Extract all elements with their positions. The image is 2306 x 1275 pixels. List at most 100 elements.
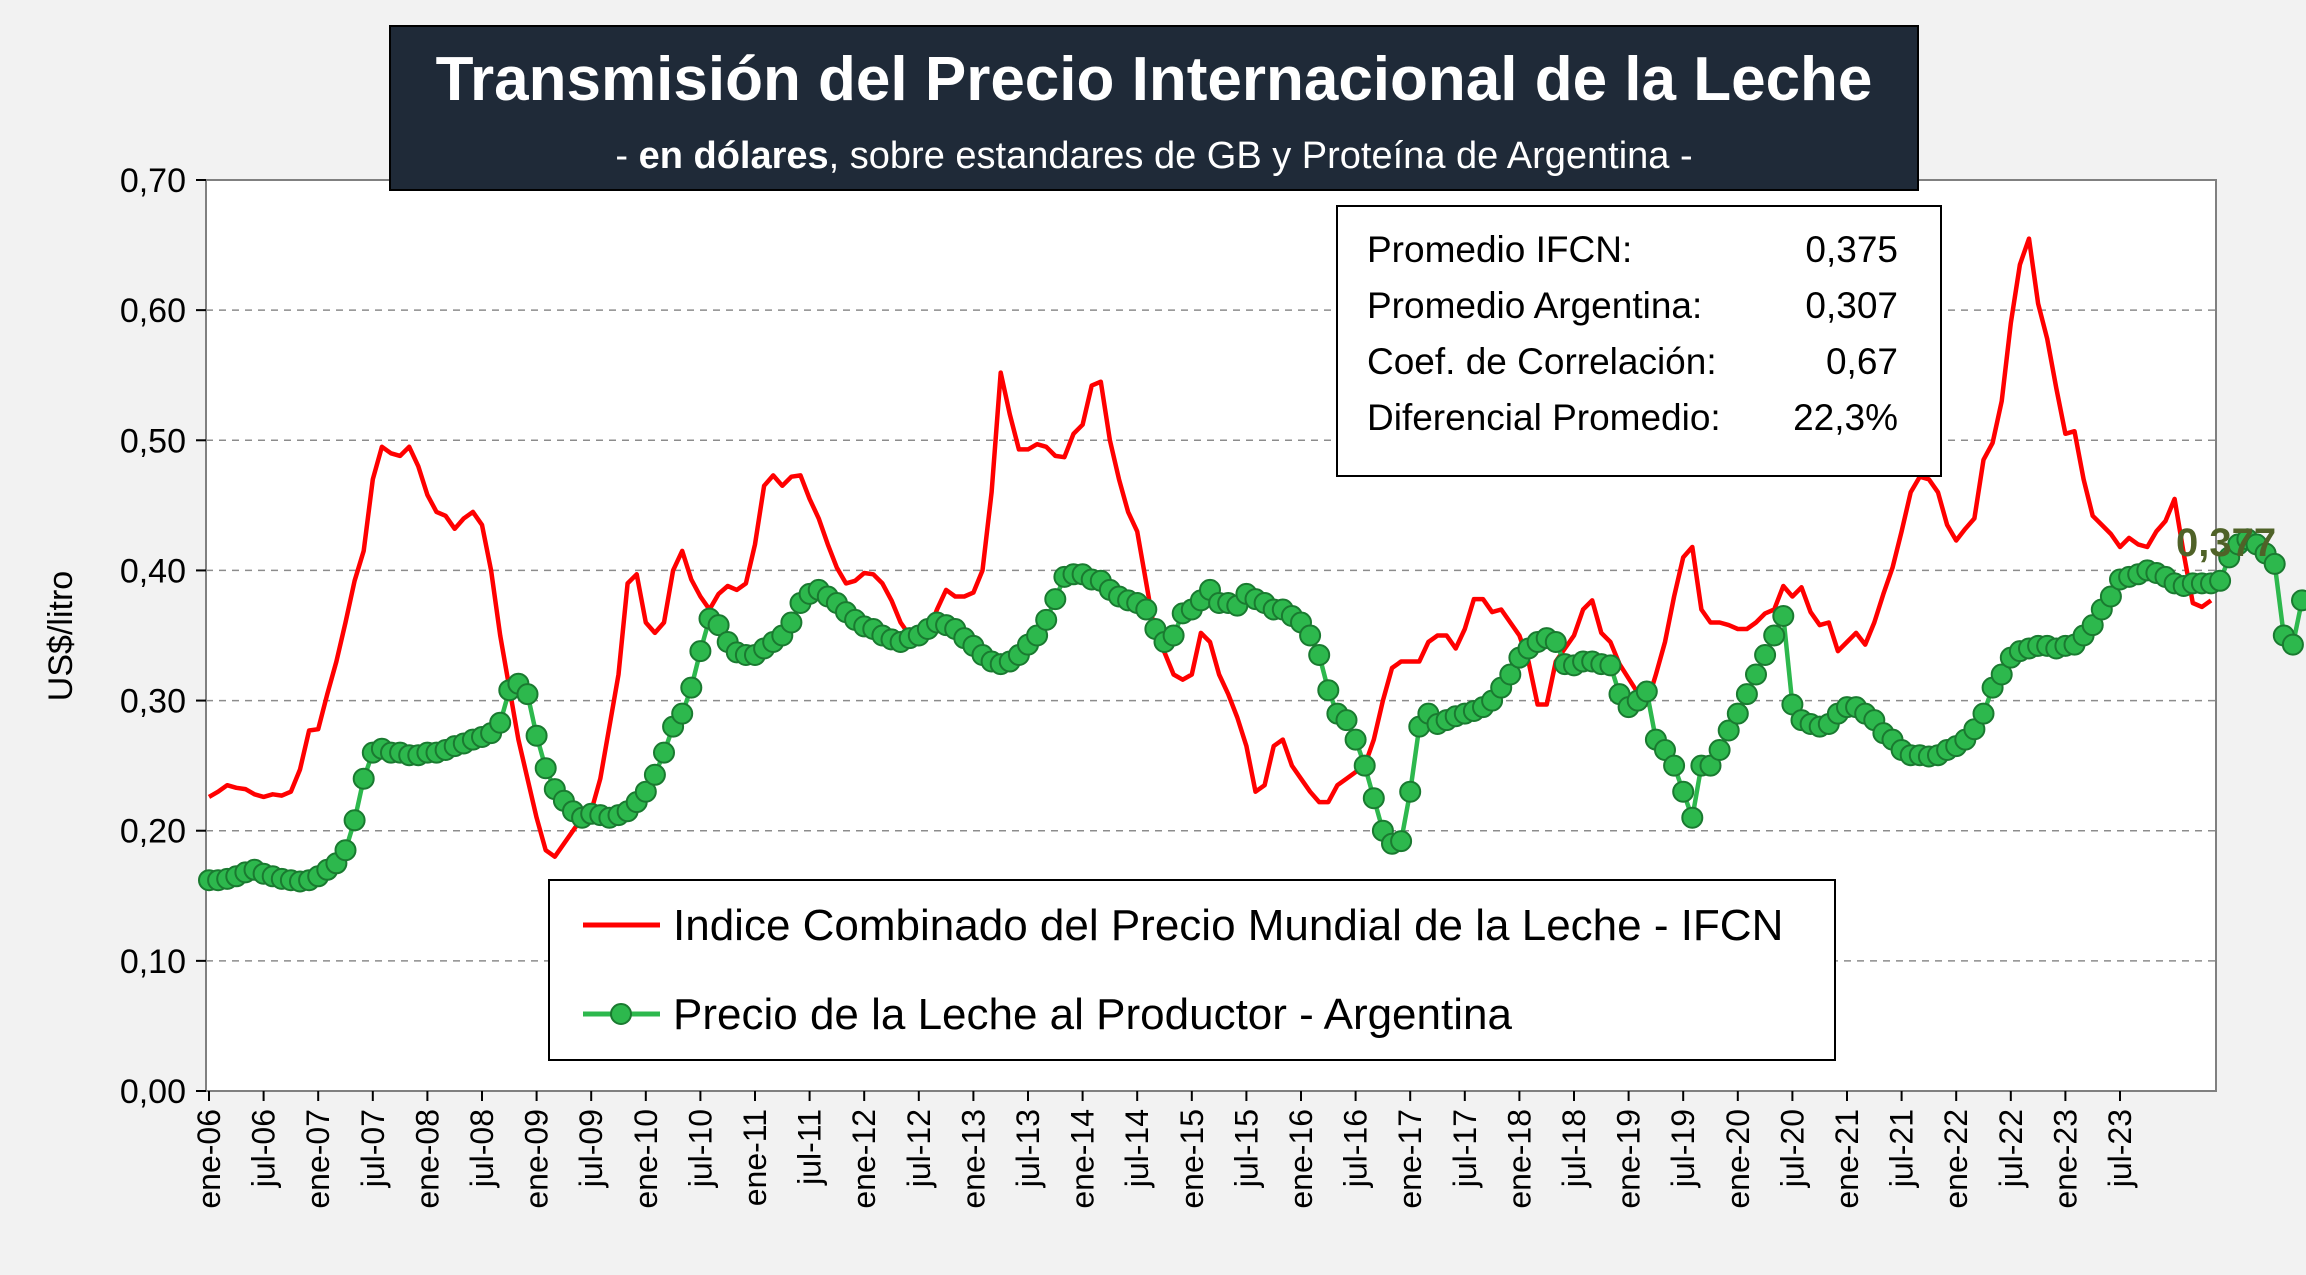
x-tick-label: jul-11 [792, 1109, 828, 1186]
end-value-label: 0,377 [2176, 521, 2276, 565]
data-point-argentina [1735, 683, 1758, 706]
data-point-argentina [1544, 631, 1567, 653]
data-point-argentina [1344, 728, 1367, 751]
x-tick-label: jul-06 [246, 1109, 282, 1188]
x-tick-label: jul-09 [573, 1109, 609, 1188]
series-layer [198, 236, 2306, 893]
data-point-argentina [352, 767, 375, 790]
data-point-argentina [1681, 806, 1704, 829]
x-tick-label: ene-10 [628, 1109, 664, 1209]
data-point-argentina [1663, 754, 1686, 777]
x-tick-label: jul-12 [901, 1109, 937, 1188]
legend: Indice Combinado del Precio Mundial de l… [548, 879, 1836, 1061]
x-tick-label: ene-14 [1065, 1109, 1101, 1209]
y-tick-label: 0,60 [120, 292, 186, 330]
x-tick-label: ene-18 [1501, 1109, 1537, 1209]
data-point-argentina [1635, 680, 1658, 703]
data-point-argentina [1772, 605, 1795, 627]
x-tick-label: jul-16 [1338, 1109, 1374, 1188]
x-tick-label: jul-08 [464, 1109, 500, 1188]
y-tick-label: 0,00 [120, 1073, 186, 1111]
stat-label: Promedio Argentina: [1367, 285, 1702, 326]
y-tick-label: 0,10 [120, 943, 186, 981]
x-tick-label: ene-06 [191, 1109, 227, 1209]
x-tick-label: jul-22 [1993, 1109, 2029, 1188]
data-point-argentina [1162, 624, 1185, 647]
data-point-argentina [1726, 702, 1749, 725]
stat-label: Promedio IFCN: [1367, 229, 1632, 270]
y-axis-label: US$/litro [42, 571, 80, 701]
data-point-argentina [1972, 702, 1995, 725]
data-point-argentina [2291, 589, 2306, 612]
x-tick-label: ene-08 [409, 1109, 445, 1209]
x-tick-label: jul-10 [682, 1109, 718, 1188]
data-point-argentina [2263, 552, 2286, 575]
x-tick-label: jul-19 [1665, 1109, 1701, 1188]
data-point-argentina [343, 809, 366, 832]
x-tick-label: ene-11 [737, 1109, 773, 1206]
stats-box: Promedio IFCN: 0,375 Promedio Argentina: 0,… [1336, 205, 1942, 477]
x-tick-label: jul-17 [1447, 1109, 1483, 1188]
data-point-argentina [1717, 719, 1740, 742]
y-tick-label: 0,70 [120, 162, 186, 200]
data-point-argentina [1353, 754, 1376, 777]
x-tick-label: ene-09 [519, 1109, 555, 1209]
y-tick-label: 0,40 [120, 552, 186, 590]
x-tick-label: ene-21 [1829, 1109, 1865, 1209]
data-point-argentina [2209, 569, 2232, 592]
data-point-argentina [516, 683, 539, 706]
x-tick-label: ene-12 [846, 1109, 882, 1209]
data-point-argentina [634, 780, 657, 803]
data-point-argentina [1599, 654, 1622, 677]
data-point-argentina [1299, 624, 1322, 647]
y-tick-label: 0,30 [120, 683, 186, 721]
data-point-argentina [334, 839, 357, 862]
data-point-argentina [1335, 709, 1358, 732]
data-point-argentina [707, 614, 730, 637]
data-point-argentina [1317, 679, 1340, 702]
data-point-argentina [1763, 624, 1786, 647]
stat-label: Coef. de Correlación: [1367, 341, 1717, 382]
x-axis: ene-06 jul-06 ene-07 jul-07 ene-08 jul-08 ene-… [191, 1091, 2138, 1209]
data-point-argentina [671, 702, 694, 725]
data-point-argentina [1499, 663, 1522, 686]
data-point-argentina [680, 676, 703, 699]
data-point-argentina [1044, 588, 1067, 611]
data-point-argentina [534, 757, 557, 780]
y-tick-label: 0,50 [120, 422, 186, 460]
data-point-argentina [1390, 830, 1413, 853]
data-point-argentina [653, 741, 675, 764]
legend-label-ifcn: Indice Combinado del Precio Mundial de l… [673, 901, 1783, 950]
data-point-argentina [1362, 787, 1385, 810]
chart-title: Transmisión del Precio Internacional de … [436, 45, 1873, 114]
title-box: Transmisión del Precio Internacional de … [389, 25, 1919, 191]
x-tick-label: ene-22 [1938, 1109, 1974, 1209]
legend-label-argentina: Precio de la Leche al Productor - Argent… [673, 990, 1512, 1039]
x-tick-label: ene-23 [2047, 1109, 2083, 1209]
x-tick-label: ene-15 [1174, 1109, 1210, 1209]
data-point-argentina [489, 711, 512, 734]
x-tick-label: jul-13 [1010, 1109, 1046, 1188]
series-line-ifcn [207, 236, 2213, 859]
x-tick-label: jul-15 [1228, 1109, 1264, 1188]
data-point-argentina [1754, 644, 1777, 666]
data-point-argentina [1708, 739, 1731, 761]
x-tick-label: ene-17 [1392, 1109, 1428, 1209]
x-tick-label: ene-19 [1611, 1109, 1647, 1209]
stat-value: 0,307 [1805, 285, 1898, 326]
data-point-argentina [1745, 663, 1767, 686]
x-tick-label: jul-14 [1119, 1109, 1155, 1188]
x-tick-label: jul-18 [1556, 1109, 1592, 1188]
chart-subtitle: - en dólares, sobre estandares de GB y P… [615, 135, 1692, 177]
x-tick-label: jul-23 [2102, 1109, 2138, 1188]
data-point-argentina [2099, 585, 2122, 608]
data-point-argentina [1308, 644, 1331, 666]
x-tick-label: ene-16 [1283, 1109, 1319, 1209]
x-tick-label: ene-20 [1720, 1109, 1756, 1209]
data-point-argentina [525, 724, 548, 747]
stat-label: Diferencial Promedio: [1367, 397, 1721, 438]
stat-value: 0,67 [1826, 341, 1898, 382]
stat-value: 22,3% [1793, 397, 1898, 438]
y-tick-label: 0,20 [120, 813, 186, 851]
